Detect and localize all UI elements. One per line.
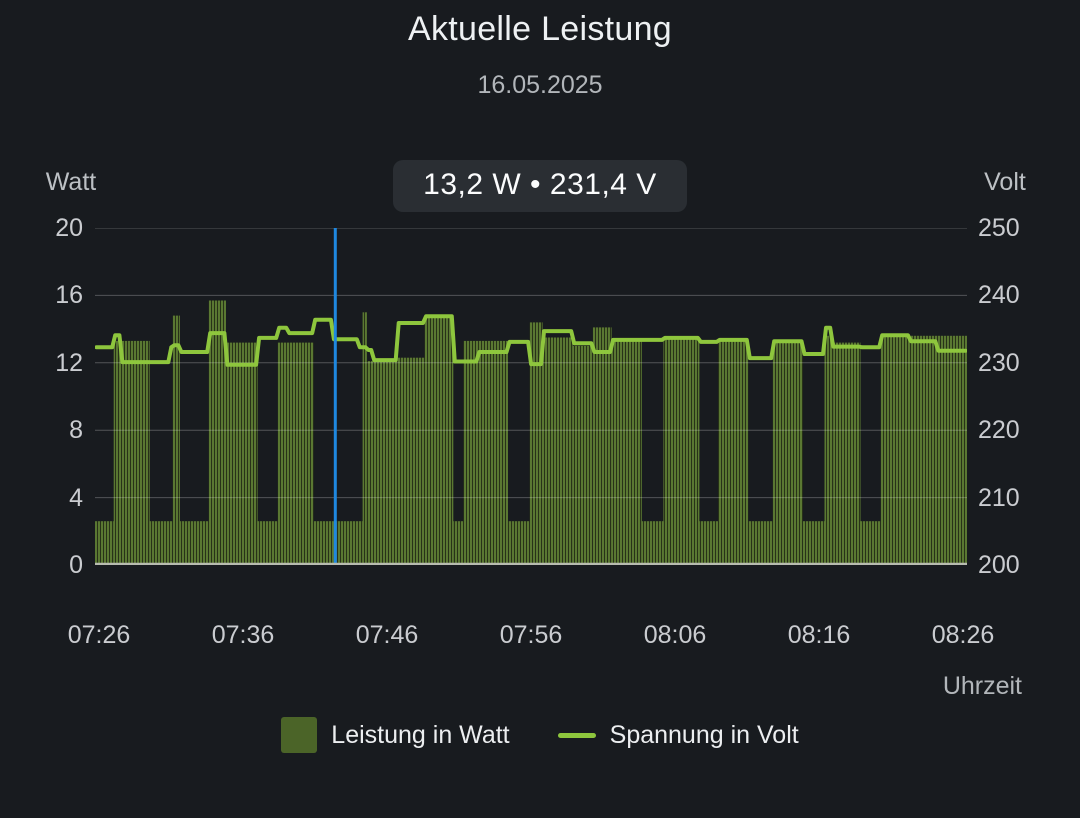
volt-tick-label: 200 — [978, 551, 1020, 579]
tooltip-container: 13,2 W • 231,4 V — [0, 160, 1080, 212]
chart-date: 16.05.2025 — [477, 71, 603, 99]
time-tick-label: 08:16 — [787, 621, 851, 649]
legend-label-voltage: Spannung in Volt — [609, 720, 799, 749]
right-axis-title: Volt — [984, 168, 1026, 196]
watt-tick-label: 4 — [69, 484, 83, 512]
legend: Leistung in Watt Spannung in Volt — [0, 717, 1080, 753]
time-tick-label: 07:26 — [67, 621, 131, 649]
legend-item-power[interactable]: Leistung in Watt — [281, 717, 510, 753]
time-tick-label: 07:36 — [211, 621, 275, 649]
chart-plot-area[interactable] — [95, 228, 967, 565]
legend-item-voltage[interactable]: Spannung in Volt — [557, 720, 799, 750]
volt-tick-label: 230 — [978, 349, 1020, 377]
time-tick-label: 08:26 — [931, 621, 995, 649]
watt-tick-label: 8 — [69, 416, 83, 444]
volt-tick-label: 210 — [978, 484, 1020, 512]
power-series-swatch — [281, 717, 318, 753]
time-tick-label: 08:06 — [643, 621, 707, 649]
watt-tick-label: 16 — [55, 281, 83, 309]
left-axis-title: Watt — [45, 168, 97, 196]
current-values-tooltip: 13,2 W • 231,4 V — [393, 160, 687, 212]
voltage-line — [95, 314, 967, 367]
power-bars — [95, 300, 967, 565]
watt-tick-label: 20 — [55, 214, 83, 242]
volt-tick-label: 240 — [978, 281, 1020, 309]
watt-tick-label: 0 — [69, 551, 83, 579]
legend-label-power: Leistung in Watt — [331, 720, 510, 749]
page-title: Aktuelle Leistung — [407, 10, 673, 48]
time-tick-label: 07:56 — [499, 621, 563, 649]
volt-tick-label: 250 — [978, 214, 1020, 242]
time-tick-label: 07:46 — [355, 621, 419, 649]
voltage-series-swatch — [557, 732, 596, 738]
volt-tick-label: 220 — [978, 416, 1020, 444]
watt-tick-label: 12 — [55, 349, 83, 377]
x-axis-title: Uhrzeit — [942, 672, 1022, 700]
